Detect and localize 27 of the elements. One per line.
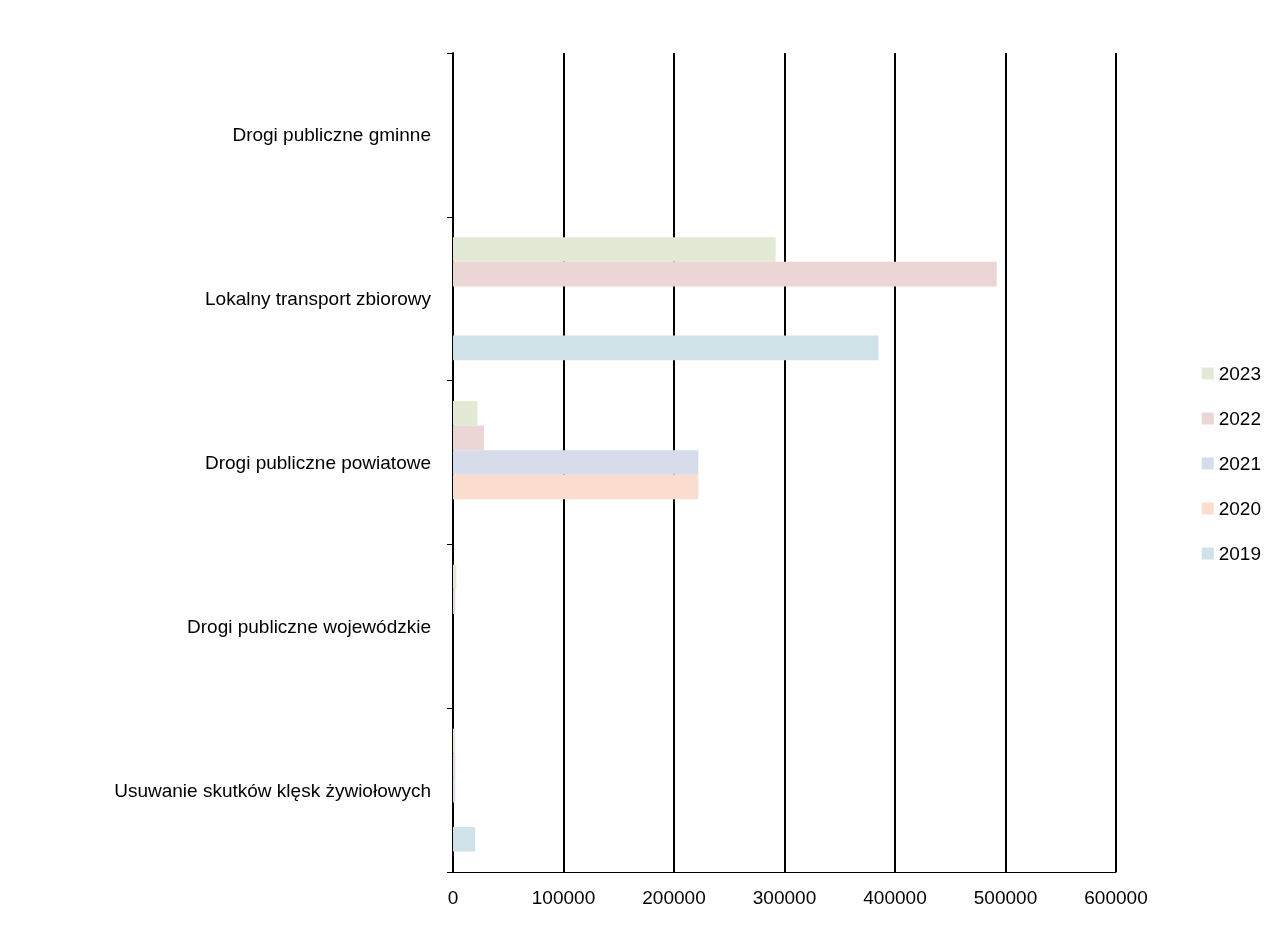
x-tick-label: 600000: [1084, 887, 1148, 908]
x-tick-label: 300000: [752, 887, 817, 908]
bar: [453, 237, 776, 262]
y-tick-label: Drogi publiczne gminne: [232, 124, 431, 146]
legend-label: 2020: [1218, 498, 1262, 519]
x-tick-label: 100000: [531, 887, 596, 908]
legend-label: 2022: [1218, 408, 1262, 429]
bar: [453, 425, 484, 451]
y-tick-label: Drogi publiczne wojewódzkie: [187, 615, 431, 637]
y-tick-label: Usuwanie skutków klęsk żywiołowych: [114, 779, 431, 801]
bar: [453, 753, 456, 778]
bar: [453, 261, 997, 287]
y-tick-label: Lokalny transport zbiorowy: [205, 288, 432, 310]
bar: [453, 401, 478, 426]
bar: [453, 826, 476, 852]
x-tick-label: 500000: [973, 887, 1038, 908]
bar: [453, 589, 456, 615]
x-tick-label: 400000: [863, 887, 927, 908]
bar: [453, 335, 879, 361]
legend-label: 2019: [1218, 543, 1262, 564]
bar: [453, 474, 699, 500]
x-tick-label: 0: [447, 887, 459, 908]
legend-label: 2023: [1218, 363, 1262, 384]
bar: [453, 450, 699, 475]
y-tick-label: Drogi publiczne powiatowe: [204, 452, 431, 473]
legend-label: 2021: [1218, 453, 1262, 474]
x-tick-label: 200000: [642, 887, 706, 908]
